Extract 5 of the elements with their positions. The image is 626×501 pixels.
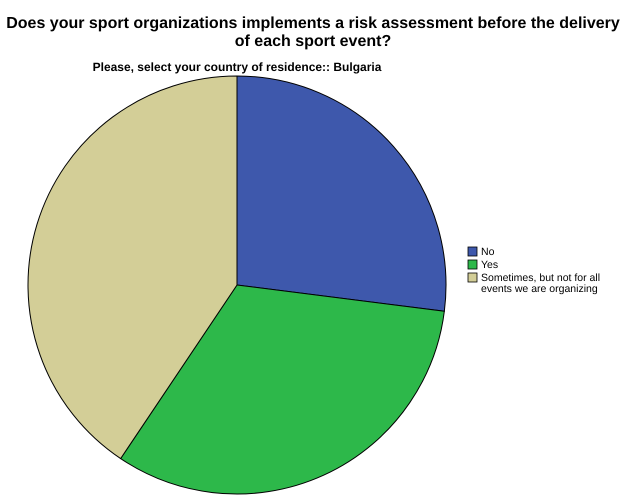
legend-label: Sometimes, but not for all events we are organizing bbox=[481, 272, 600, 295]
legend-label: No bbox=[481, 246, 495, 258]
chart-subtitle: Please, select your country of residence:: Bulgaria bbox=[92, 60, 382, 74]
legend-label: Yes bbox=[481, 259, 498, 271]
chart-title: Does your sport organizations implements a risk assessment before the delivery of each sport event? bbox=[6, 15, 620, 50]
